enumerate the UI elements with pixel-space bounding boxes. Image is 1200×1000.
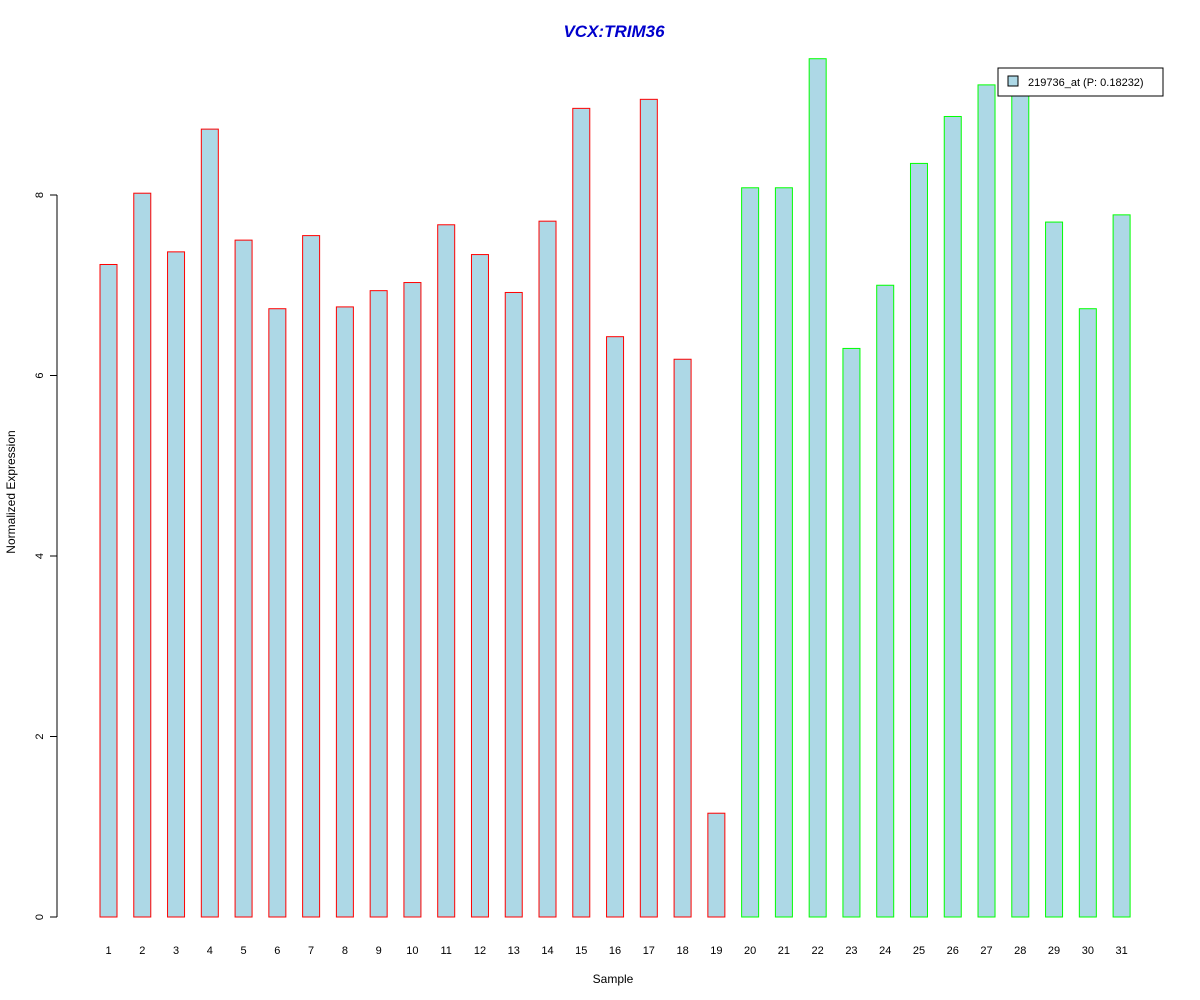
bar-sample-23 bbox=[842, 347, 861, 918]
legend: 219736_at (P: 0.18232) bbox=[997, 67, 1164, 97]
bar-sample-21 bbox=[774, 187, 793, 918]
bar-sample-2 bbox=[133, 192, 152, 918]
x-tick-label: 7 bbox=[308, 945, 314, 957]
x-tick-label: 28 bbox=[1014, 945, 1026, 957]
x-tick-label: 21 bbox=[778, 945, 790, 957]
bar-sample-4 bbox=[200, 128, 219, 918]
bar-sample-10 bbox=[403, 282, 422, 918]
y-tick-label: 2 bbox=[34, 733, 46, 739]
bar-sample-30 bbox=[1078, 308, 1097, 918]
x-tick-label: 2 bbox=[139, 945, 145, 957]
x-tick-label: 11 bbox=[440, 945, 451, 957]
x-tick-label: 19 bbox=[710, 945, 722, 957]
x-tick-label: 6 bbox=[274, 945, 280, 957]
x-tick-label: 29 bbox=[1048, 945, 1060, 957]
x-tick-label: 4 bbox=[207, 945, 213, 957]
x-tick-label: 20 bbox=[744, 945, 756, 957]
bar-sample-14 bbox=[538, 220, 557, 918]
x-tick-label: 14 bbox=[541, 945, 553, 957]
bar-sample-19 bbox=[707, 812, 726, 918]
bar-sample-1 bbox=[99, 263, 118, 918]
x-tick-label: 30 bbox=[1082, 945, 1094, 957]
chart-title: VCX:TRIM36 bbox=[563, 22, 665, 41]
bar-sample-5 bbox=[234, 239, 253, 918]
bar-sample-17 bbox=[639, 98, 658, 918]
x-tick-label: 16 bbox=[609, 945, 621, 957]
y-axis: 0 2 4 6 8 bbox=[34, 192, 58, 920]
y-tick-label: 6 bbox=[34, 372, 46, 378]
bar-sample-28 bbox=[1011, 88, 1030, 918]
bar-sample-12 bbox=[470, 254, 489, 918]
x-tick-label: 25 bbox=[913, 945, 925, 957]
y-axis-label: Normalized Expression bbox=[4, 430, 18, 553]
bar-sample-24 bbox=[876, 284, 895, 918]
bar-sample-6 bbox=[268, 308, 287, 918]
x-tick-label: 24 bbox=[879, 945, 891, 957]
x-axis-label: Sample bbox=[593, 972, 634, 986]
x-tick-label: 27 bbox=[980, 945, 992, 957]
x-tick-label: 5 bbox=[241, 945, 247, 957]
legend-box bbox=[997, 67, 1164, 97]
legend-swatch bbox=[1007, 75, 1019, 87]
y-tick-label: 8 bbox=[34, 192, 46, 198]
bar-sample-27 bbox=[977, 84, 996, 918]
legend-entry: 219736_at (P: 0.18232) bbox=[1028, 77, 1144, 89]
x-tick-label: 22 bbox=[812, 945, 824, 957]
bar-sample-15 bbox=[572, 107, 591, 918]
bar-sample-9 bbox=[369, 290, 388, 918]
x-tick-labels: 1 2 3 4 5 6 7 8 9 10 11 12 13 14 15 16 17 18 19 20 21 22 23 24 2… bbox=[105, 945, 1127, 957]
x-tick-label: 10 bbox=[406, 945, 418, 957]
y-tick-label: 4 bbox=[34, 553, 46, 559]
x-tick-label: 26 bbox=[947, 945, 959, 957]
bar-sample-7 bbox=[302, 235, 321, 918]
bar-sample-31 bbox=[1112, 214, 1131, 918]
bar-sample-8 bbox=[335, 306, 354, 918]
x-tick-label: 8 bbox=[342, 945, 348, 957]
x-tick-label: 12 bbox=[474, 945, 486, 957]
bars bbox=[99, 58, 1131, 918]
bar-sample-25 bbox=[909, 162, 928, 918]
x-tick-label: 13 bbox=[508, 945, 520, 957]
bar-sample-20 bbox=[741, 187, 760, 918]
bar-sample-18 bbox=[673, 358, 692, 918]
x-tick-label: 17 bbox=[643, 945, 655, 957]
bar-sample-29 bbox=[1045, 221, 1064, 918]
bar-sample-16 bbox=[606, 336, 625, 918]
bar-sample-3 bbox=[167, 251, 186, 918]
bar-sample-26 bbox=[943, 115, 962, 918]
y-tick-label: 0 bbox=[34, 914, 46, 920]
x-tick-label: 1 bbox=[105, 945, 111, 957]
x-tick-label: 15 bbox=[575, 945, 587, 957]
x-tick-label: 23 bbox=[845, 945, 857, 957]
x-tick-label: 31 bbox=[1115, 945, 1127, 957]
x-tick-label: 18 bbox=[676, 945, 688, 957]
x-tick-label: 9 bbox=[376, 945, 382, 957]
bar-sample-22 bbox=[808, 58, 827, 918]
x-tick-label: 3 bbox=[173, 945, 179, 957]
bar-sample-13 bbox=[504, 291, 523, 918]
bar-sample-11 bbox=[437, 224, 456, 918]
